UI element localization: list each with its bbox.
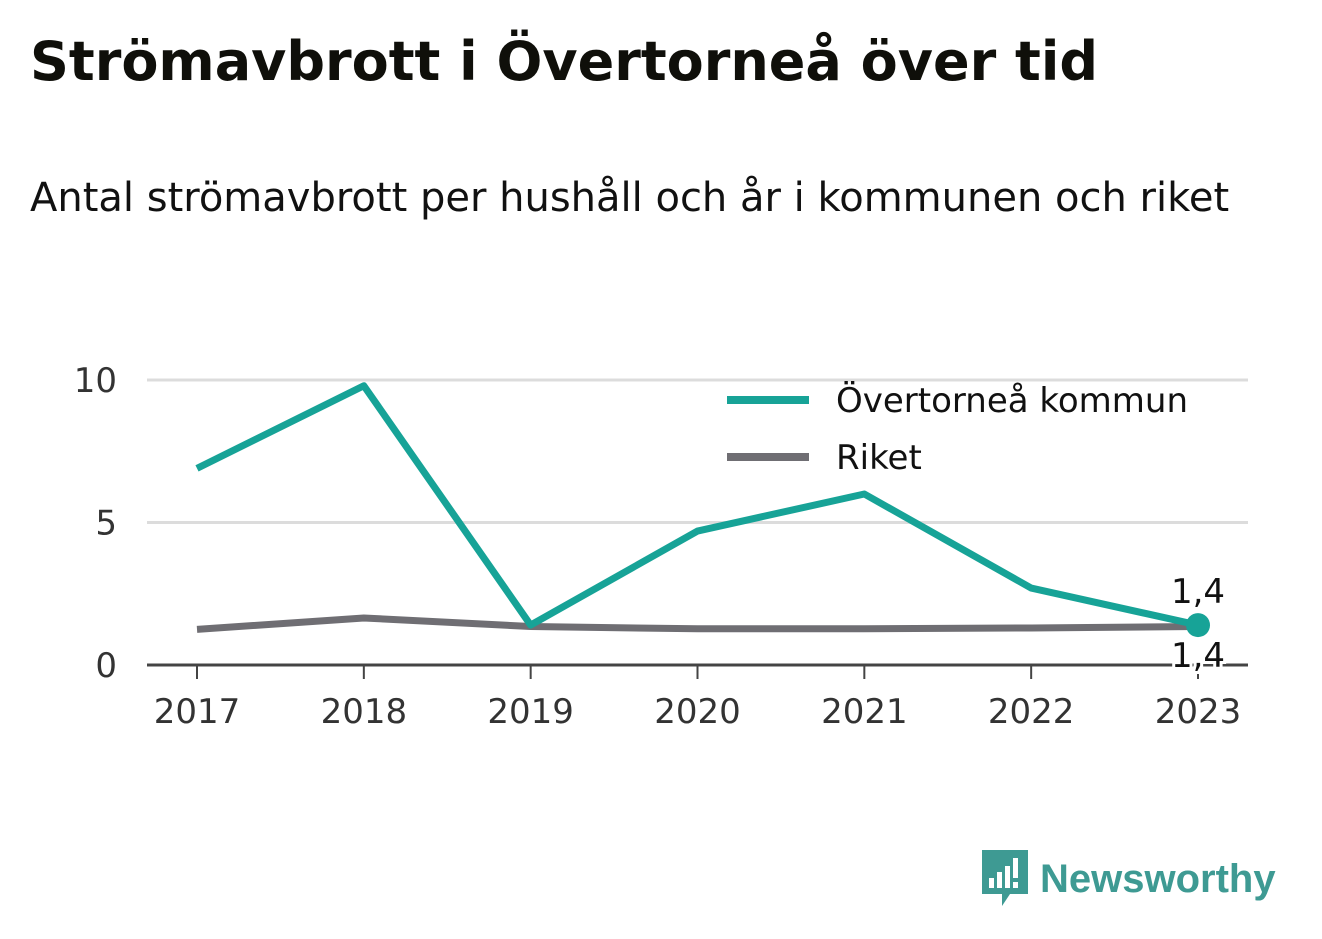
end-label-kommun: 1,4 [1171,572,1225,612]
newsworthy-logo-icon [982,850,1028,906]
legend: Övertorneå kommun Riket [716,380,1221,488]
end-point-kommun [1186,613,1210,638]
legend-item-kommun-label: Övertorneå kommun [836,380,1188,421]
y-axis-ticks: 0 5 10 [74,361,117,686]
x-tick-label: 2023 [1155,692,1242,732]
end-label-riket: 1,4 [1171,636,1225,676]
series-line-kommun [195,382,1199,629]
series-lines [195,382,1210,638]
chart-title: Strömavbrott i Övertorneå över tid [30,30,1099,93]
chart-subtitle: Antal strömavbrott per hushåll och år i … [30,175,1230,221]
x-tick-label: 2018 [321,692,408,732]
y-tick-label: 10 [74,361,117,401]
y-tick-label: 5 [95,504,117,544]
legend-item-riket-label: Riket [836,438,922,478]
x-tick-label: 2022 [988,692,1075,732]
series-line-riket [196,614,1199,633]
brand-name: Newsworthy [1040,856,1276,901]
x-tick-label: 2019 [487,692,574,732]
x-tick-label: 2021 [821,692,908,732]
end-labels: 1,4 1,4 [1168,572,1228,679]
newsworthy-brand: Newsworthy [980,848,1276,910]
y-tick-label: 0 [95,646,117,686]
x-axis-ticks: 2017 2018 2019 2020 2021 2022 2023 [154,665,1242,732]
x-tick-label: 2017 [154,692,241,732]
x-tick-label: 2020 [654,692,741,732]
